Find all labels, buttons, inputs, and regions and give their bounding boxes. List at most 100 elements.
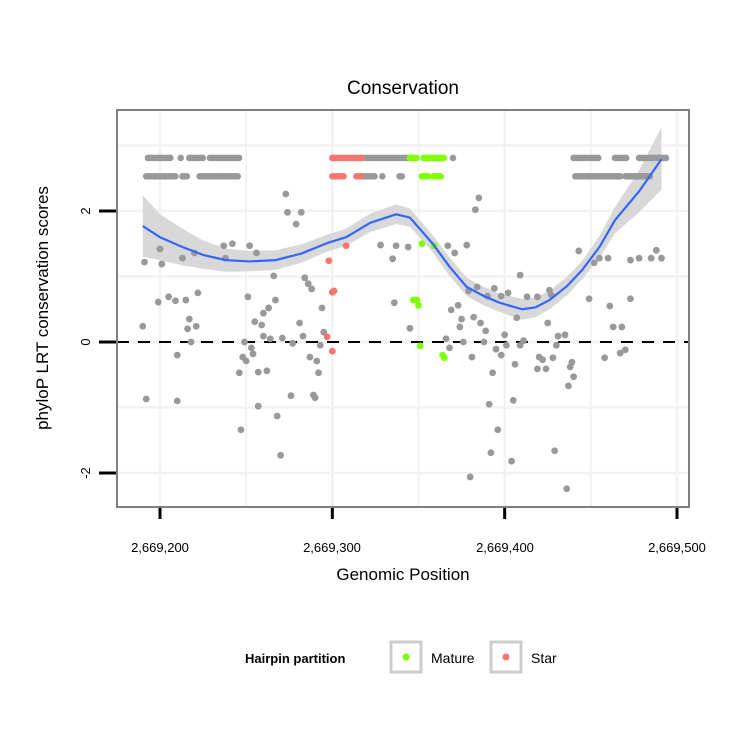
point-other [497,351,505,359]
point-other [609,323,617,331]
point-other [516,271,524,279]
point-mature [418,240,426,248]
point-other [501,331,509,339]
point-other [398,172,406,180]
point-other [662,154,670,162]
point-other [520,337,528,345]
point-star [358,154,365,162]
legend-label-mature: Mature [431,650,475,666]
y-tick-label: 0 [78,338,93,345]
point-other [192,322,200,330]
point-other [618,323,626,331]
loess-curve [142,158,663,311]
point-other [596,254,603,262]
point-other [158,260,166,268]
point-other [297,208,305,216]
point-other [444,242,452,250]
point-star [323,333,331,341]
point-other [235,369,243,377]
point-other [299,332,307,340]
point-other [544,319,552,327]
point-other [278,334,286,342]
point-other [142,395,150,403]
point-other [504,289,512,297]
point-other [463,241,471,249]
legend-label-star: Star [531,650,557,666]
point-other [480,338,488,346]
point-other [492,345,500,353]
point-other [199,154,207,162]
point-other [590,259,598,267]
point-mature [440,354,448,362]
point-other [471,206,479,214]
point-other [616,349,624,357]
point-other [306,353,314,361]
point-other [182,296,190,304]
point-other [234,172,242,180]
point-other [296,319,303,327]
point-other [272,296,279,304]
legend-star-marker [502,653,510,661]
point-other [289,339,297,347]
point-other [172,172,179,180]
point-other [554,332,562,340]
point-other [304,280,312,288]
point-other [183,172,191,180]
point-other [594,154,602,162]
x-tick-labels: 2,669,200 2,669,300 2,669,400 2,669,500 [131,540,706,555]
point-star [328,347,336,355]
point-other [570,373,577,381]
point-other [292,220,300,228]
point-mature [425,172,432,180]
point-other [177,154,184,162]
point-other [627,256,634,264]
point-mature [437,172,445,180]
point-other [165,293,173,301]
point-other [561,331,569,339]
point-other [237,426,245,434]
point-other [377,241,384,249]
point-other [246,242,254,250]
point-other [273,412,281,420]
point-star [325,257,333,265]
point-other [139,322,147,330]
point-other [404,243,412,251]
point-other [220,242,228,250]
point-other [534,293,541,301]
confidence-band [142,127,662,320]
point-other [259,309,267,317]
point-other [490,284,498,292]
point-other [253,249,260,257]
point-other [187,338,195,346]
point-other [494,426,502,434]
x-tick-label: 2,669,400 [476,540,534,555]
point-other [251,318,259,326]
point-other [509,396,517,404]
point-other [287,392,295,400]
point-other [315,369,322,377]
point-star [330,287,338,295]
point-other [489,369,496,377]
point-other [167,154,174,162]
smooth-line [142,158,663,311]
point-other [172,297,179,305]
point-other [249,350,257,358]
point-other [392,242,400,250]
point-other [606,302,614,310]
point-other [451,249,459,257]
point-other [179,254,186,262]
point-other [601,354,609,362]
point-other [228,240,236,248]
point-other [235,154,243,162]
point-other [390,299,398,307]
point-other [173,397,181,405]
point-other [534,365,541,373]
point-other [542,365,550,373]
plot-panel [117,110,689,507]
point-other [446,344,453,352]
point-other [259,332,267,340]
legend-title: Hairpin partition [245,651,345,666]
point-other [575,247,583,255]
point-mature [440,154,448,162]
point-other [301,274,309,282]
